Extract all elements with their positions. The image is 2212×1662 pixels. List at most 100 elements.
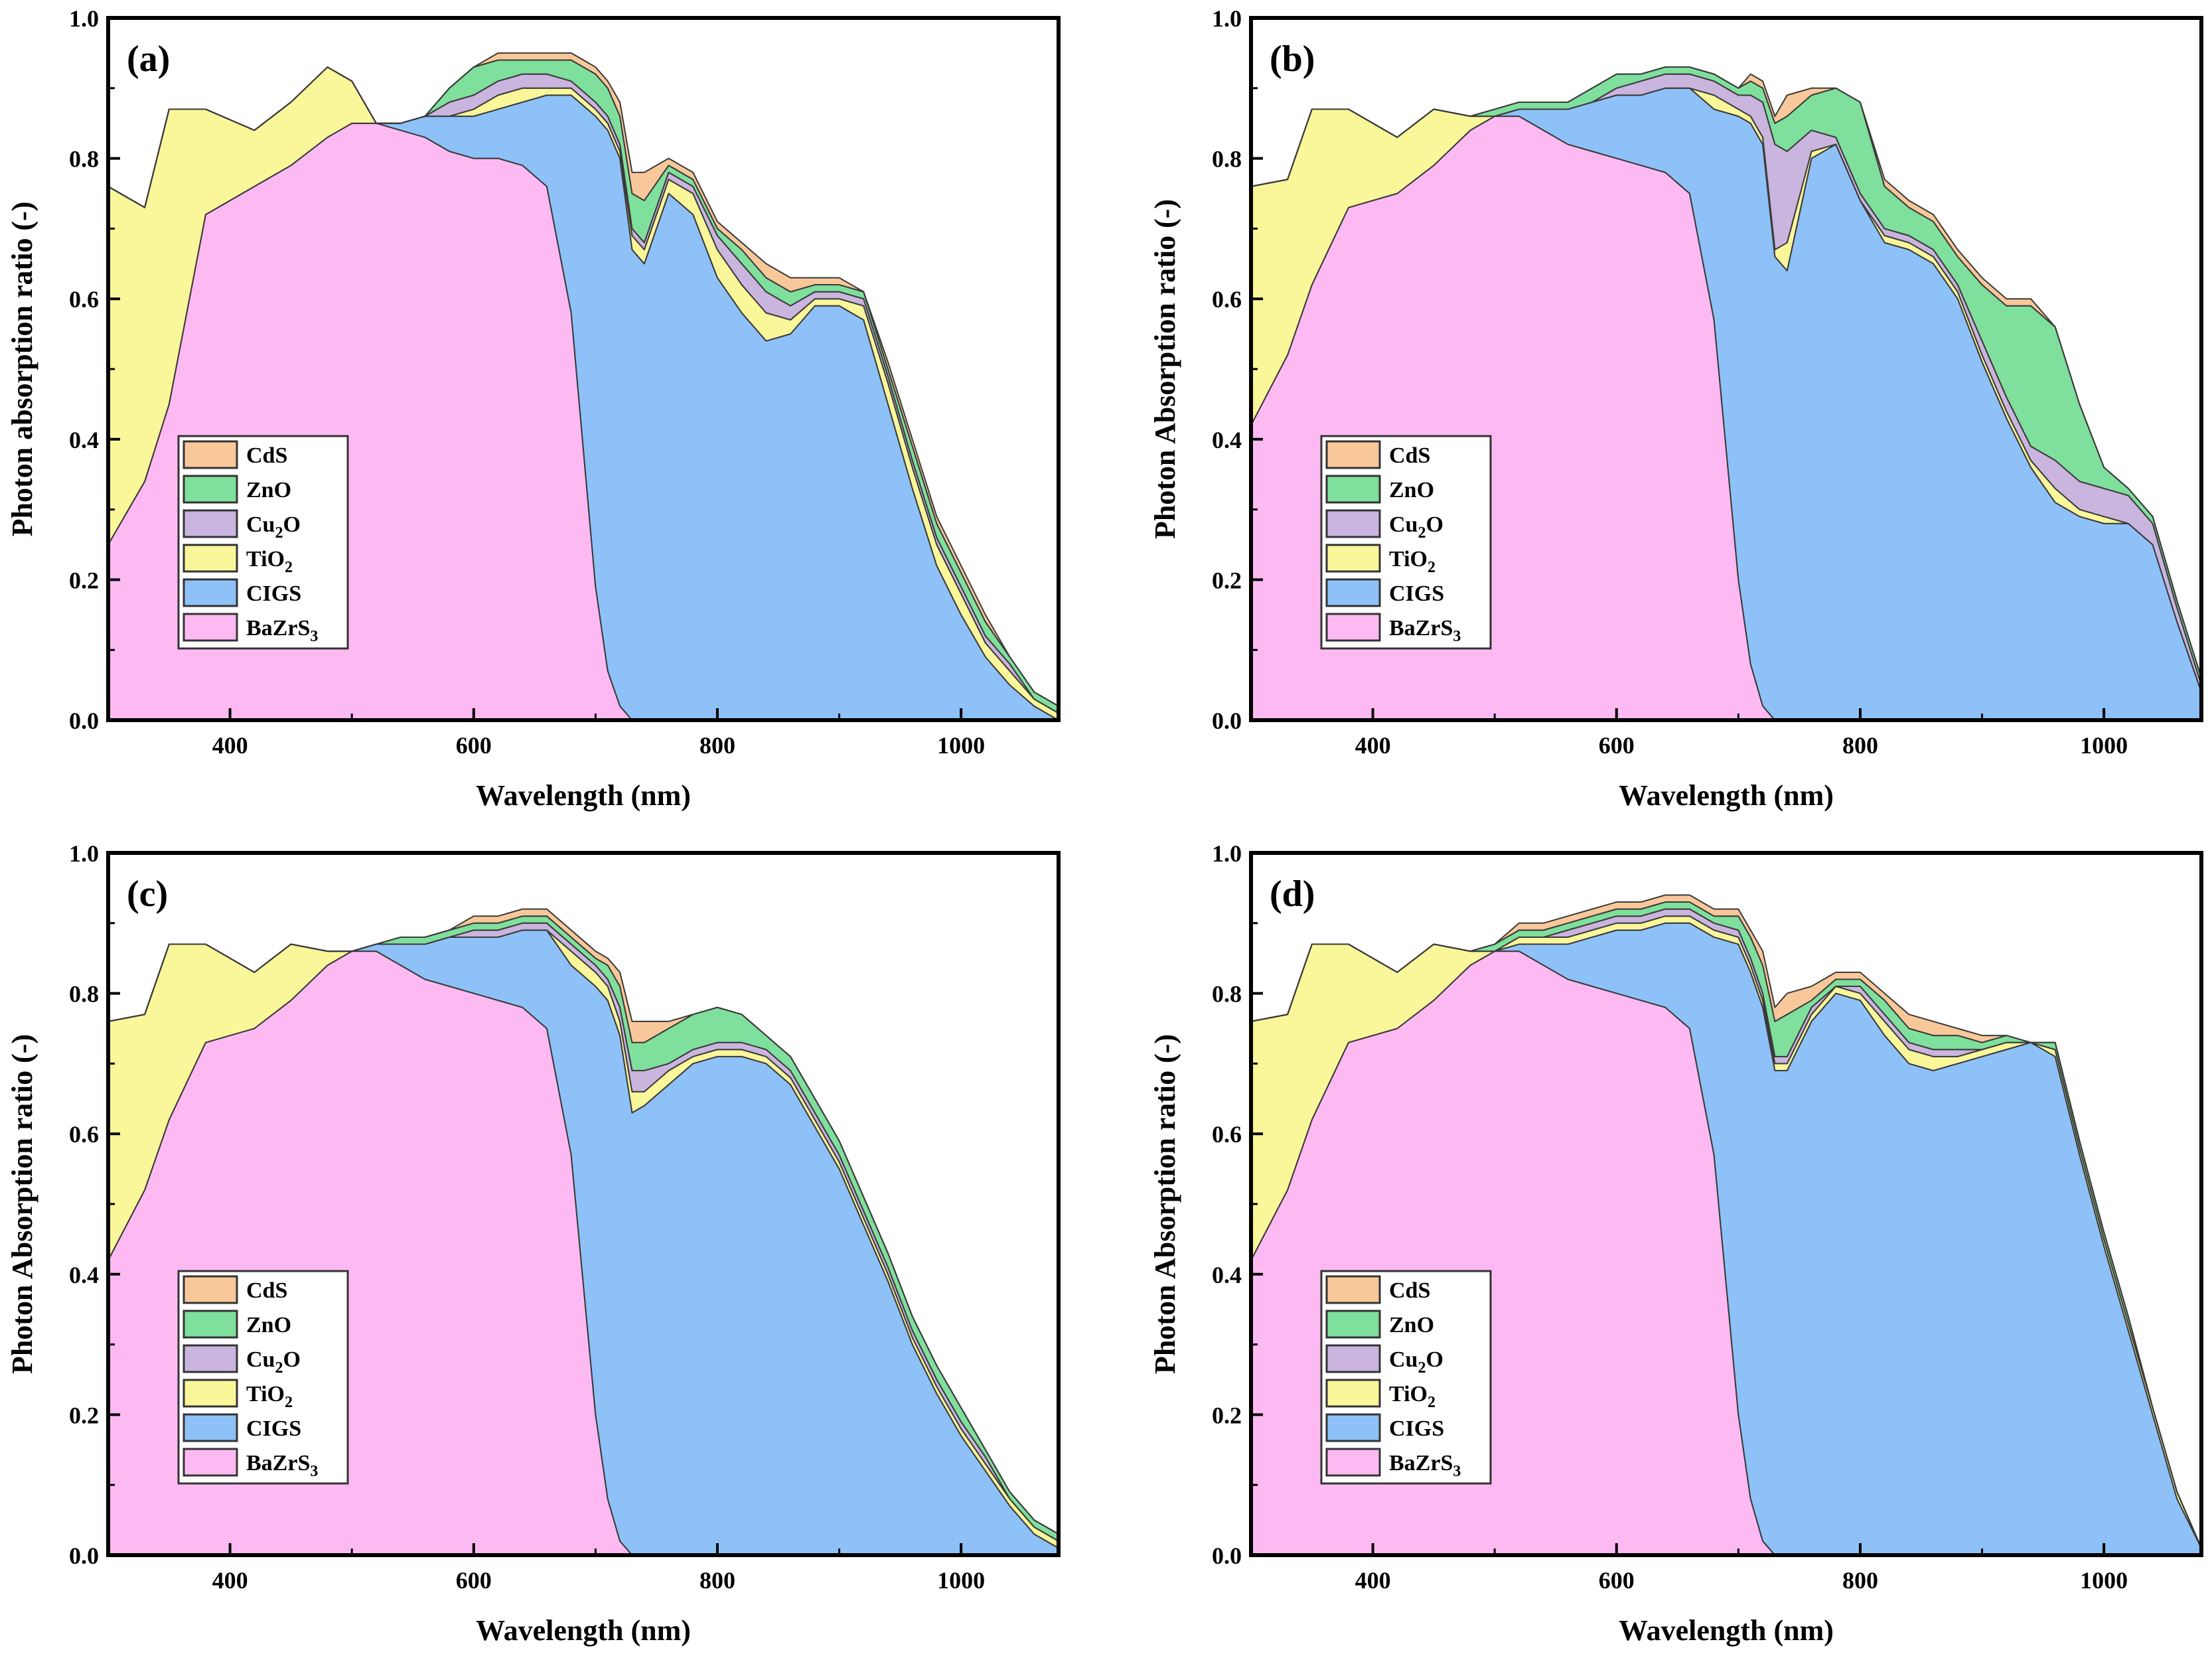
legend-swatch: [183, 1344, 238, 1373]
legend-label: TiO2: [246, 1382, 293, 1411]
legend-label: ZnO: [246, 1313, 291, 1337]
y-tick-label: 0.6: [69, 286, 99, 313]
legend-swatch: [183, 1275, 238, 1304]
y-axis-title: Photon Absorption ratio (-): [6, 1034, 38, 1374]
legend-label: Cu2O: [1389, 512, 1443, 542]
y-tick-label: 0.8: [1212, 981, 1242, 1008]
x-tick-label: 800: [700, 1567, 735, 1594]
legend-label: Cu2O: [246, 512, 301, 542]
legend-swatch: [1325, 578, 1381, 607]
x-axis-title: Wavelength (nm): [1619, 779, 1834, 812]
x-tick-label: 800: [1842, 1567, 1878, 1594]
panel-b: 0.0 0.2 0.4 0.6 0.8 1.0 400 600 800 1000 Wavelengt…: [1149, 5, 2203, 812]
legend-label: TiO2: [1389, 1382, 1436, 1411]
legend-swatch: [1325, 509, 1381, 538]
legend-swatch: [183, 1379, 238, 1408]
y-tick-label: 0.4: [1212, 1262, 1242, 1288]
legend-item-tio2: TiO2: [183, 544, 293, 576]
panel-label: (d): [1270, 873, 1315, 915]
y-tick-label: 0.6: [1212, 286, 1242, 313]
legend-label: TiO2: [1389, 547, 1436, 576]
legend: CdS ZnO Cu2O TiO2 CIGS BaZrS3: [1320, 1270, 1492, 1485]
x-tick-label: 600: [1599, 1567, 1635, 1594]
y-tick-label: 1.0: [1212, 840, 1242, 867]
panel-a: 0.0 0.2 0.4 0.6 0.8 1.0 400 600 800 1000 Wavelengt…: [6, 5, 1061, 812]
legend-item-cigs: CIGS: [183, 578, 301, 607]
legend-label: CdS: [246, 1278, 287, 1303]
legend-swatch: [1325, 613, 1381, 642]
legend-label: CIGS: [1389, 1416, 1444, 1441]
y-tick-label: 0.0: [1212, 708, 1242, 734]
area-cds: [1251, 66, 2201, 679]
legend-swatch: [1325, 1275, 1381, 1304]
legend: CdS ZnO Cu2O TiO2 CIGS BaZrS3: [1320, 435, 1492, 650]
legend-label: BaZrS3: [246, 1451, 318, 1480]
y-tick-label: 0.0: [69, 1543, 99, 1569]
x-tick-label: 800: [700, 732, 735, 759]
legend-item-cds: CdS: [183, 440, 287, 469]
legend-item-zno: ZnO: [183, 475, 291, 504]
legend-item-cigs: CIGS: [1325, 1413, 1444, 1442]
y-tick-label: 0.8: [69, 981, 99, 1008]
legend-item-cu2o: Cu2O: [183, 1344, 301, 1377]
legend-item-cigs: CIGS: [1325, 578, 1444, 607]
x-tick-label: 600: [1599, 732, 1635, 759]
legend-label: ZnO: [1389, 478, 1434, 502]
legend: CdS ZnO Cu2O TiO2 CIGS BaZrS3: [177, 435, 349, 650]
legend-swatch: [1325, 440, 1381, 469]
legend-item-cu2o: Cu2O: [1325, 509, 1443, 542]
legend-label: CdS: [1389, 443, 1430, 468]
x-tick-label: 1000: [937, 1567, 985, 1594]
panel-label: (c): [127, 873, 168, 915]
x-tick-label: 400: [1355, 732, 1391, 759]
y-tick-label: 0.2: [69, 1402, 99, 1428]
y-tick-label: 1.0: [69, 840, 99, 867]
x-tick-label: 600: [456, 1567, 492, 1594]
legend-label: Cu2O: [1389, 1347, 1443, 1377]
legend-swatch: [183, 475, 238, 504]
legend-label: BaZrS3: [1389, 1451, 1461, 1480]
panel-label: (b): [1270, 38, 1315, 80]
y-tick-label: 0.2: [1212, 1402, 1242, 1428]
x-tick-label: 400: [212, 732, 248, 759]
panel-c: 0.0 0.2 0.4 0.6 0.8 1.0 400 600 800 1000 Wavelengt…: [6, 840, 1061, 1647]
legend-label: Cu2O: [246, 1347, 301, 1377]
x-tick-label: 1000: [2080, 732, 2128, 759]
legend-item-cds: CdS: [1325, 440, 1430, 469]
legend-swatch: [1325, 1344, 1381, 1373]
legend-item-zno: ZnO: [1325, 1310, 1434, 1339]
legend-swatch: [183, 1413, 238, 1442]
legend-swatch: [1325, 1448, 1381, 1477]
x-tick-label: 400: [1355, 1567, 1391, 1594]
y-tick-label: 0.8: [69, 146, 99, 173]
x-axis-title: Wavelength (nm): [1619, 1614, 1834, 1647]
legend-item-bazrs3: BaZrS3: [183, 1448, 318, 1480]
legend-label: TiO2: [246, 547, 293, 576]
legend-item-tio2: TiO2: [183, 1379, 293, 1411]
x-tick-label: 600: [456, 732, 492, 759]
y-tick-label: 0.8: [1212, 146, 1242, 173]
area-cds: [1251, 894, 2201, 1549]
legend-item-cu2o: Cu2O: [1325, 1344, 1443, 1377]
legend-swatch: [1325, 1413, 1381, 1442]
y-tick-label: 0.4: [69, 1262, 99, 1288]
legend-item-cds: CdS: [183, 1275, 287, 1304]
panel-d: 0.0 0.2 0.4 0.6 0.8 1.0 400 600 800 1000 Wavelengt…: [1149, 840, 2203, 1647]
x-tick-label: 1000: [937, 732, 985, 759]
legend-item-zno: ZnO: [183, 1310, 291, 1339]
y-axis-title: Photon Absorption ratio (-): [1149, 199, 1181, 539]
legend-item-tio2: TiO2: [1325, 544, 1436, 576]
x-tick-label: 1000: [2080, 1567, 2128, 1594]
legend-swatch: [1325, 475, 1381, 504]
legend-swatch: [1325, 544, 1381, 573]
y-tick-label: 0.6: [69, 1121, 99, 1148]
legend-item-cds: CdS: [1325, 1275, 1430, 1304]
legend-label: CIGS: [246, 581, 301, 606]
y-tick-label: 0.0: [1212, 1543, 1242, 1569]
y-tick-label: 1.0: [69, 5, 99, 32]
legend-label: CdS: [246, 443, 287, 468]
y-tick-label: 1.0: [1212, 5, 1242, 32]
legend-label: BaZrS3: [1389, 616, 1461, 645]
y-axis-title: Photon Absorption ratio (-): [1149, 1034, 1181, 1374]
